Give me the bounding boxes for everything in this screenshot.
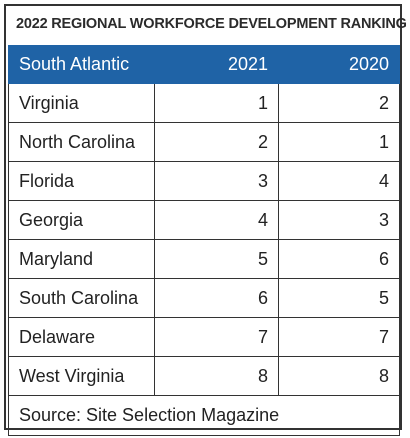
state-cell: West Virginia <box>8 356 155 396</box>
rank-2021-cell: 8 <box>154 356 279 396</box>
rank-2020-cell: 3 <box>278 200 400 240</box>
state-cell: North Carolina <box>8 122 155 162</box>
column-header-2021: 2021 <box>154 45 279 84</box>
source-note: Source: Site Selection Magazine <box>8 395 400 436</box>
table-row: West Virginia 8 8 <box>8 356 400 396</box>
rank-2020-cell: 4 <box>278 161 400 201</box>
rank-2021-cell: 1 <box>154 83 279 123</box>
ranking-table: South Atlantic 2021 2020 Virginia 1 2 No… <box>8 45 400 436</box>
rank-2020-cell: 7 <box>278 317 400 357</box>
rank-2021-cell: 7 <box>154 317 279 357</box>
rank-2021-cell: 6 <box>154 278 279 318</box>
state-cell: Delaware <box>8 317 155 357</box>
state-cell: South Carolina <box>8 278 155 318</box>
table-title: 2022 REGIONAL WORKFORCE DEVELOPMENT RANK… <box>16 16 407 32</box>
rank-2020-cell: 5 <box>278 278 400 318</box>
source-row: Source: Site Selection Magazine <box>8 395 400 436</box>
state-cell: Georgia <box>8 200 155 240</box>
column-header-2020: 2020 <box>278 45 400 84</box>
table-row: South Carolina 6 5 <box>8 278 400 318</box>
rank-2020-cell: 2 <box>278 83 400 123</box>
header-row: South Atlantic 2021 2020 <box>8 45 400 84</box>
rank-2021-cell: 5 <box>154 239 279 279</box>
state-cell: Florida <box>8 161 155 201</box>
table-row: Delaware 7 7 <box>8 317 400 357</box>
rank-2021-cell: 2 <box>154 122 279 162</box>
rank-2020-cell: 1 <box>278 122 400 162</box>
rank-2020-cell: 6 <box>278 239 400 279</box>
column-header-region: South Atlantic <box>8 45 155 84</box>
rank-2021-cell: 4 <box>154 200 279 240</box>
table-row: Florida 3 4 <box>8 161 400 201</box>
rank-2020-cell: 8 <box>278 356 400 396</box>
table-row: Georgia 4 3 <box>8 200 400 240</box>
table-row: Maryland 5 6 <box>8 239 400 279</box>
state-cell: Maryland <box>8 239 155 279</box>
state-cell: Virginia <box>8 83 155 123</box>
table-row: Virginia 1 2 <box>8 83 400 123</box>
table-row: North Carolina 2 1 <box>8 122 400 162</box>
rank-2021-cell: 3 <box>154 161 279 201</box>
